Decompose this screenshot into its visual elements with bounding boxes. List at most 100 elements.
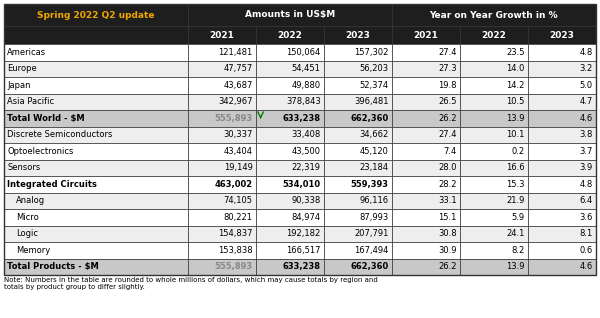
Text: 27.4: 27.4 xyxy=(439,130,457,139)
Text: 534,010: 534,010 xyxy=(283,180,320,189)
Bar xyxy=(392,77,460,93)
Bar xyxy=(4,4,188,26)
Text: 662,360: 662,360 xyxy=(350,114,389,123)
Bar xyxy=(4,176,188,192)
Text: 96,116: 96,116 xyxy=(359,196,389,205)
Bar xyxy=(188,26,256,44)
Text: Sensors: Sensors xyxy=(7,163,40,172)
Text: 49,880: 49,880 xyxy=(292,81,320,90)
Text: 0.2: 0.2 xyxy=(512,147,525,156)
Bar xyxy=(4,60,188,77)
Bar xyxy=(188,160,256,176)
Bar xyxy=(460,77,528,93)
Bar xyxy=(392,192,460,209)
Bar xyxy=(460,176,528,192)
Text: 3.8: 3.8 xyxy=(580,130,593,139)
Bar xyxy=(323,176,392,192)
Bar xyxy=(460,110,528,127)
Bar xyxy=(528,26,596,44)
Text: 4.8: 4.8 xyxy=(580,48,593,57)
Text: 6.4: 6.4 xyxy=(580,196,593,205)
Text: Note: Numbers in the table are rounded to whole millions of dollars, which may c: Note: Numbers in the table are rounded t… xyxy=(4,277,378,290)
Text: 5.0: 5.0 xyxy=(580,81,593,90)
Bar xyxy=(256,60,323,77)
Text: Amounts in US$M: Amounts in US$M xyxy=(245,10,335,19)
Bar xyxy=(256,242,323,259)
Text: 150,064: 150,064 xyxy=(286,48,320,57)
Text: 5.9: 5.9 xyxy=(512,213,525,222)
Text: 13.9: 13.9 xyxy=(506,262,525,271)
Bar xyxy=(188,259,256,275)
Bar xyxy=(528,60,596,77)
Bar xyxy=(188,143,256,160)
Bar xyxy=(188,192,256,209)
Bar xyxy=(4,209,188,225)
Text: 378,843: 378,843 xyxy=(286,97,320,106)
Text: 14.0: 14.0 xyxy=(506,64,525,73)
Bar xyxy=(528,110,596,127)
Text: 2023: 2023 xyxy=(345,31,370,39)
Text: 16.6: 16.6 xyxy=(506,163,525,172)
Bar xyxy=(323,77,392,93)
Text: 10.1: 10.1 xyxy=(506,130,525,139)
Bar xyxy=(460,93,528,110)
Bar xyxy=(528,77,596,93)
Bar xyxy=(528,160,596,176)
Bar xyxy=(323,192,392,209)
Text: 33,408: 33,408 xyxy=(292,130,320,139)
Bar xyxy=(460,44,528,60)
Bar xyxy=(323,143,392,160)
Text: Americas: Americas xyxy=(7,48,46,57)
Bar xyxy=(392,60,460,77)
Text: 26.2: 26.2 xyxy=(439,114,457,123)
Bar xyxy=(528,209,596,225)
Text: 8.1: 8.1 xyxy=(580,229,593,238)
Text: 3.6: 3.6 xyxy=(580,213,593,222)
Text: Total World - $M: Total World - $M xyxy=(7,114,85,123)
Bar xyxy=(4,259,188,275)
Text: 633,238: 633,238 xyxy=(283,262,320,271)
Bar xyxy=(528,259,596,275)
Bar xyxy=(256,77,323,93)
Text: 121,481: 121,481 xyxy=(218,48,253,57)
Bar xyxy=(256,143,323,160)
Text: 342,967: 342,967 xyxy=(218,97,253,106)
Text: 3.9: 3.9 xyxy=(580,163,593,172)
Text: 15.3: 15.3 xyxy=(506,180,525,189)
Bar xyxy=(323,110,392,127)
Bar xyxy=(460,26,528,44)
Bar xyxy=(392,44,460,60)
Bar xyxy=(256,176,323,192)
Bar xyxy=(188,176,256,192)
Text: 559,393: 559,393 xyxy=(351,180,389,189)
Bar xyxy=(256,259,323,275)
Text: Asia Pacific: Asia Pacific xyxy=(7,97,54,106)
Bar xyxy=(460,192,528,209)
Bar xyxy=(323,26,392,44)
Bar xyxy=(528,242,596,259)
Text: Total Products - $M: Total Products - $M xyxy=(7,262,99,271)
Text: 4.6: 4.6 xyxy=(580,114,593,123)
Text: 2021: 2021 xyxy=(209,31,234,39)
Text: Integrated Circuits: Integrated Circuits xyxy=(7,180,97,189)
Bar xyxy=(392,110,460,127)
Text: 30.9: 30.9 xyxy=(439,246,457,255)
Bar xyxy=(392,209,460,225)
Bar xyxy=(256,26,323,44)
Bar xyxy=(256,160,323,176)
Text: 34,662: 34,662 xyxy=(359,130,389,139)
Bar xyxy=(256,209,323,225)
Text: 87,993: 87,993 xyxy=(359,213,389,222)
Text: 30,337: 30,337 xyxy=(223,130,253,139)
Bar xyxy=(323,44,392,60)
Bar xyxy=(4,242,188,259)
Text: 555,893: 555,893 xyxy=(214,114,253,123)
Bar xyxy=(528,143,596,160)
Text: Discrete Semiconductors: Discrete Semiconductors xyxy=(7,130,112,139)
Text: 2023: 2023 xyxy=(550,31,574,39)
Bar xyxy=(4,4,596,275)
Text: 192,182: 192,182 xyxy=(286,229,320,238)
Bar xyxy=(188,44,256,60)
Text: 4.6: 4.6 xyxy=(580,262,593,271)
Bar xyxy=(392,160,460,176)
